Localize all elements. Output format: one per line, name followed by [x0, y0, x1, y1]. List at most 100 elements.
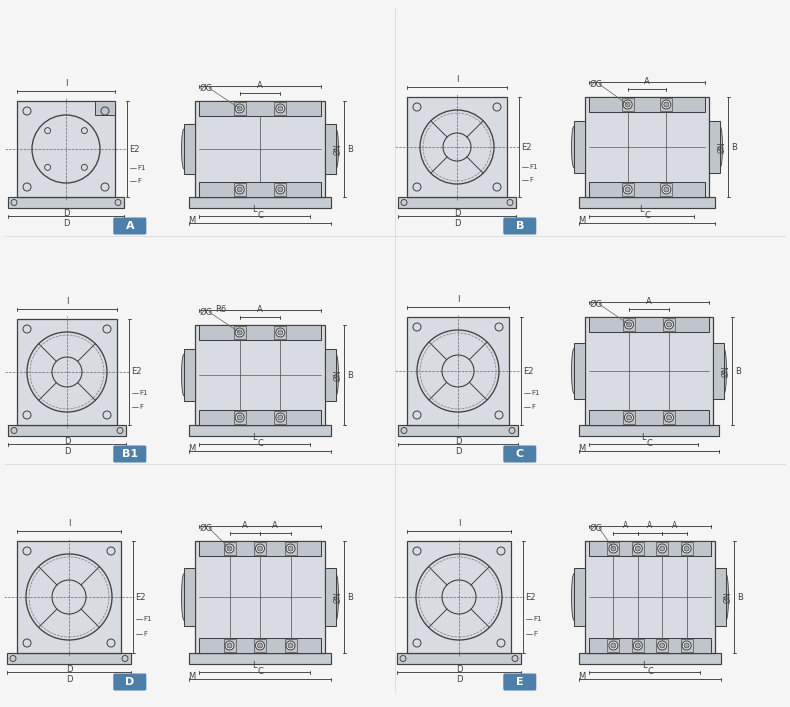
Text: M: M	[188, 216, 196, 225]
Text: ØG: ØG	[200, 83, 213, 93]
Circle shape	[611, 546, 616, 551]
Ellipse shape	[182, 129, 186, 169]
Circle shape	[625, 187, 630, 192]
Bar	[397, 653, 521, 664]
Ellipse shape	[571, 349, 577, 394]
Bar	[325, 568, 336, 626]
Circle shape	[258, 643, 262, 648]
Text: L: L	[639, 204, 644, 214]
Text: E2: E2	[524, 366, 534, 375]
Circle shape	[286, 641, 295, 650]
Bar	[579, 653, 721, 664]
Bar	[8, 425, 126, 436]
Circle shape	[635, 643, 641, 648]
Bar	[189, 425, 331, 436]
Bar	[589, 182, 705, 197]
Bar	[274, 102, 286, 115]
Circle shape	[255, 641, 265, 650]
Circle shape	[258, 546, 262, 551]
Text: C: C	[257, 440, 263, 448]
Bar	[585, 541, 715, 653]
Circle shape	[667, 322, 672, 327]
Bar	[234, 326, 246, 339]
Circle shape	[225, 641, 234, 650]
Circle shape	[664, 413, 674, 422]
Text: L: L	[252, 204, 257, 214]
Text: I: I	[457, 520, 461, 529]
Text: D: D	[453, 219, 461, 228]
Text: A: A	[672, 522, 677, 530]
Circle shape	[623, 100, 632, 109]
Bar	[663, 318, 675, 331]
Circle shape	[625, 102, 630, 107]
Circle shape	[235, 413, 244, 422]
Circle shape	[278, 330, 283, 335]
Bar	[623, 411, 635, 424]
Text: B: B	[735, 366, 741, 375]
Circle shape	[276, 328, 285, 337]
Bar	[632, 542, 644, 555]
Bar	[589, 97, 705, 112]
Text: C: C	[644, 211, 650, 221]
Bar	[274, 183, 286, 196]
Circle shape	[237, 187, 243, 192]
Circle shape	[625, 320, 634, 329]
Circle shape	[237, 415, 243, 420]
Text: M: M	[578, 216, 585, 225]
FancyBboxPatch shape	[503, 218, 536, 235]
Circle shape	[237, 330, 243, 335]
Text: I: I	[457, 296, 459, 305]
Circle shape	[278, 106, 283, 111]
Text: F: F	[137, 177, 141, 184]
Text: ØG: ØG	[200, 523, 213, 532]
Text: I: I	[65, 79, 67, 88]
Text: D: D	[62, 219, 70, 228]
Text: E2: E2	[521, 143, 532, 151]
Bar	[407, 317, 509, 425]
Text: A: A	[257, 305, 263, 315]
Bar	[660, 98, 672, 111]
Text: ØN: ØN	[717, 141, 726, 153]
Text: ØN: ØN	[333, 369, 342, 381]
Text: E: E	[516, 677, 524, 687]
Bar	[579, 197, 715, 208]
Circle shape	[286, 544, 295, 553]
Ellipse shape	[333, 573, 338, 620]
Bar	[715, 568, 726, 626]
FancyBboxPatch shape	[113, 445, 146, 462]
Bar	[199, 325, 321, 340]
Bar	[325, 349, 336, 401]
Ellipse shape	[182, 573, 186, 620]
Text: ØG: ØG	[200, 308, 213, 317]
Bar	[325, 124, 336, 174]
Bar	[585, 317, 713, 425]
Bar	[632, 639, 644, 652]
Bar	[224, 639, 235, 652]
Text: D: D	[455, 447, 461, 456]
Circle shape	[635, 546, 641, 551]
Text: M: M	[578, 672, 585, 681]
Bar	[234, 102, 246, 115]
Bar	[274, 326, 286, 339]
Bar	[234, 411, 246, 424]
Text: B: B	[737, 592, 743, 602]
Text: C: C	[257, 211, 263, 221]
Text: A: A	[273, 522, 278, 530]
Circle shape	[276, 185, 285, 194]
Text: E2: E2	[136, 592, 146, 602]
Text: A: A	[242, 522, 247, 530]
Text: C: C	[646, 440, 652, 448]
Ellipse shape	[333, 129, 338, 169]
Bar	[656, 639, 668, 652]
Text: D: D	[66, 675, 72, 684]
Ellipse shape	[333, 354, 338, 396]
Bar	[608, 639, 619, 652]
Bar	[199, 541, 321, 556]
Circle shape	[609, 641, 618, 650]
Circle shape	[660, 546, 664, 551]
Bar	[622, 183, 634, 196]
Bar	[407, 541, 511, 653]
Circle shape	[634, 544, 642, 553]
Circle shape	[288, 643, 293, 648]
Circle shape	[235, 104, 244, 113]
